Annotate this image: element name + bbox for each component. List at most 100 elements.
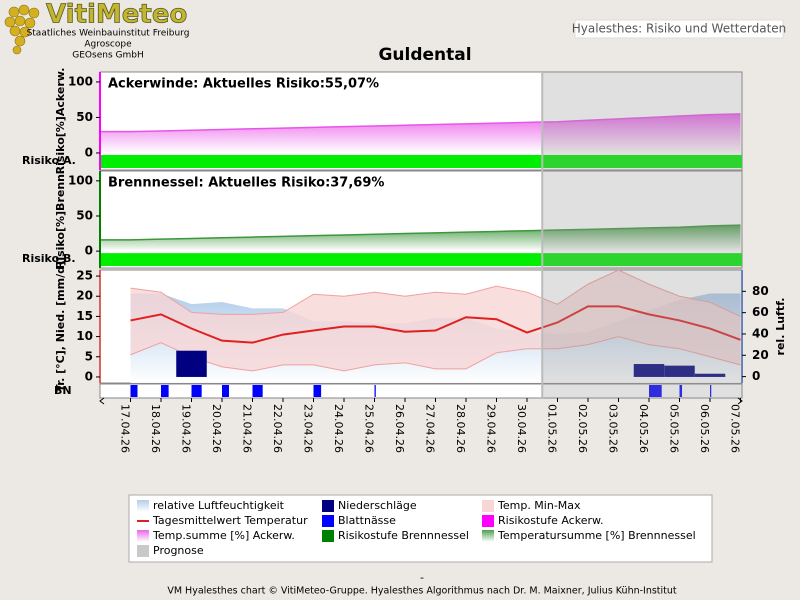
legend-label: Blattnässe (338, 514, 396, 527)
risk-label: Risiko A. (22, 154, 76, 167)
y2-tick-label: 0 (752, 369, 760, 383)
legend-swatch (137, 530, 149, 542)
temperature-sum-line (100, 113, 741, 133)
temp-mean-line (130, 305, 741, 344)
leaf-wetness-bar (649, 385, 662, 397)
y2-axis-title: rel. Luftf. (774, 298, 787, 356)
y-tick-label: 50 (76, 110, 93, 124)
y2-tick-label: 20 (752, 348, 769, 362)
precipitation-bar (694, 373, 726, 377)
y-tick-label: 5 (85, 349, 93, 363)
footer-credit: VM Hyalesthes chart © VitiMeteo-Gruppe. … (167, 586, 677, 597)
x-axis-arrows (99, 397, 743, 405)
app-title-box (574, 19, 784, 39)
legend-label: Tagesmittelwert Temperatur (152, 514, 308, 527)
logo-grapes (4, 4, 40, 55)
panel-label: Ackerwinde: Aktuelles Risiko:55,07% (108, 77, 379, 92)
legend-label: Temp.summe [%] Ackerw. (152, 529, 295, 542)
leaf-wetness-bar (679, 385, 683, 397)
leaf-wetness-bar (374, 385, 376, 397)
y-tick-label: 20 (76, 289, 93, 303)
leaf-wetness-bar (313, 385, 322, 397)
y2-tick-label: 40 (752, 326, 769, 340)
risk-label: Risiko B. (22, 252, 76, 265)
precipitation-bar (633, 364, 665, 377)
app-title: Hyalesthes: Risiko und Wetterdaten (572, 22, 787, 36)
y-tick-label: 100 (68, 173, 93, 187)
x-tick-label: 25.04.26 (363, 404, 376, 453)
x-tick-label: 21.04.26 (241, 404, 254, 453)
panel-label: Brennnessel: Aktuelles Risiko:37,69% (108, 176, 384, 191)
legend-label: Temperatursumme [%] Brennnessel (497, 529, 696, 542)
precipitation-bar (176, 350, 207, 377)
temperature-sum-area (100, 225, 741, 252)
precipitation-bar (664, 365, 695, 377)
chart-title: Guldental (378, 45, 471, 65)
legend-label: Niederschläge (338, 499, 417, 512)
x-tick-label: 23.04.26 (302, 404, 315, 453)
legend-swatch (322, 500, 334, 512)
x-tick-label: 19.04.26 (180, 404, 193, 453)
footer-separator: - (420, 571, 424, 584)
legend-label: Risikostufe Brennnessel (338, 529, 469, 542)
institution: Agroscope (84, 40, 132, 50)
y-tick-label: 100 (68, 74, 93, 88)
legend-swatch (137, 500, 149, 512)
legend-label: Prognose (153, 544, 204, 557)
x-tick-label: 17.04.26 (119, 404, 132, 453)
leaf-wetness-bar (161, 385, 169, 397)
x-tick-label: 20.04.26 (210, 404, 223, 453)
legend-swatch (137, 545, 149, 557)
institution: GEOsens GmbH (72, 51, 143, 61)
risk-bar (100, 154, 742, 168)
y-tick-label: 25 (76, 269, 93, 283)
legend-box (128, 494, 713, 563)
risk-bar (100, 253, 742, 266)
institution: Staatliches Weinbauinstitut Freiburg (27, 29, 190, 39)
x-tick-label: 29.04.26 (485, 404, 498, 453)
legend-swatch (482, 500, 494, 512)
temp-range-band (130, 270, 741, 371)
x-tick-label: 03.05.26 (607, 404, 620, 453)
x-tick-label: 22.04.26 (271, 404, 284, 453)
y-tick-label: 0 (85, 145, 93, 159)
x-tick-label: 27.04.26 (424, 404, 437, 453)
temp-max-line (130, 269, 741, 317)
x-tick-label: 07.05.26 (729, 404, 742, 453)
y2-tick-label: 80 (752, 284, 769, 298)
leaf-wetness-bar (222, 385, 229, 397)
x-tick-label: 18.04.26 (149, 404, 162, 453)
leaf-wetness-bar (710, 385, 712, 397)
y2-tick-label: 60 (752, 305, 769, 319)
temperature-sum-area (100, 113, 741, 153)
x-tick-label: 02.05.26 (576, 404, 589, 453)
x-tick-label: 04.05.26 (637, 404, 650, 453)
legend-label: Risikostufe Ackerw. (498, 514, 603, 527)
y-tick-label: 15 (76, 309, 93, 323)
x-tick-label: 01.05.26 (546, 404, 559, 453)
legend-label: Temp. Min-Max (497, 499, 581, 512)
y-tick-label: 10 (76, 329, 93, 343)
x-tick-label: 30.04.26 (515, 404, 528, 453)
y-axis-title: Tr. [°C], Nied. [mm/d] (54, 261, 67, 392)
x-tick-label: 28.04.26 (454, 404, 467, 453)
y-tick-label: 0 (85, 369, 93, 383)
x-tick-label: 26.04.26 (393, 404, 406, 453)
y-axis-title: Risiko[%]Ackerw. (54, 68, 67, 175)
y-tick-label: 0 (85, 244, 93, 258)
legend-swatch (482, 530, 494, 542)
leaf-wetness-bar (130, 385, 138, 397)
leaf-wetness-label: BN (54, 384, 72, 397)
y-axis-title: Risiko[%]Brenn. (54, 170, 67, 269)
legend-swatch (482, 515, 494, 527)
x-tick-label: 06.05.26 (698, 404, 711, 453)
y-tick-label: 50 (76, 208, 93, 222)
legend-swatch (322, 515, 334, 527)
temperature-sum-line (100, 224, 741, 241)
x-tick-label: 05.05.26 (668, 404, 681, 453)
legend-swatch (322, 530, 334, 542)
logo: VitiMeteo (46, 0, 187, 30)
leaf-wetness-bar (191, 385, 202, 397)
temp-min-line (130, 336, 741, 372)
